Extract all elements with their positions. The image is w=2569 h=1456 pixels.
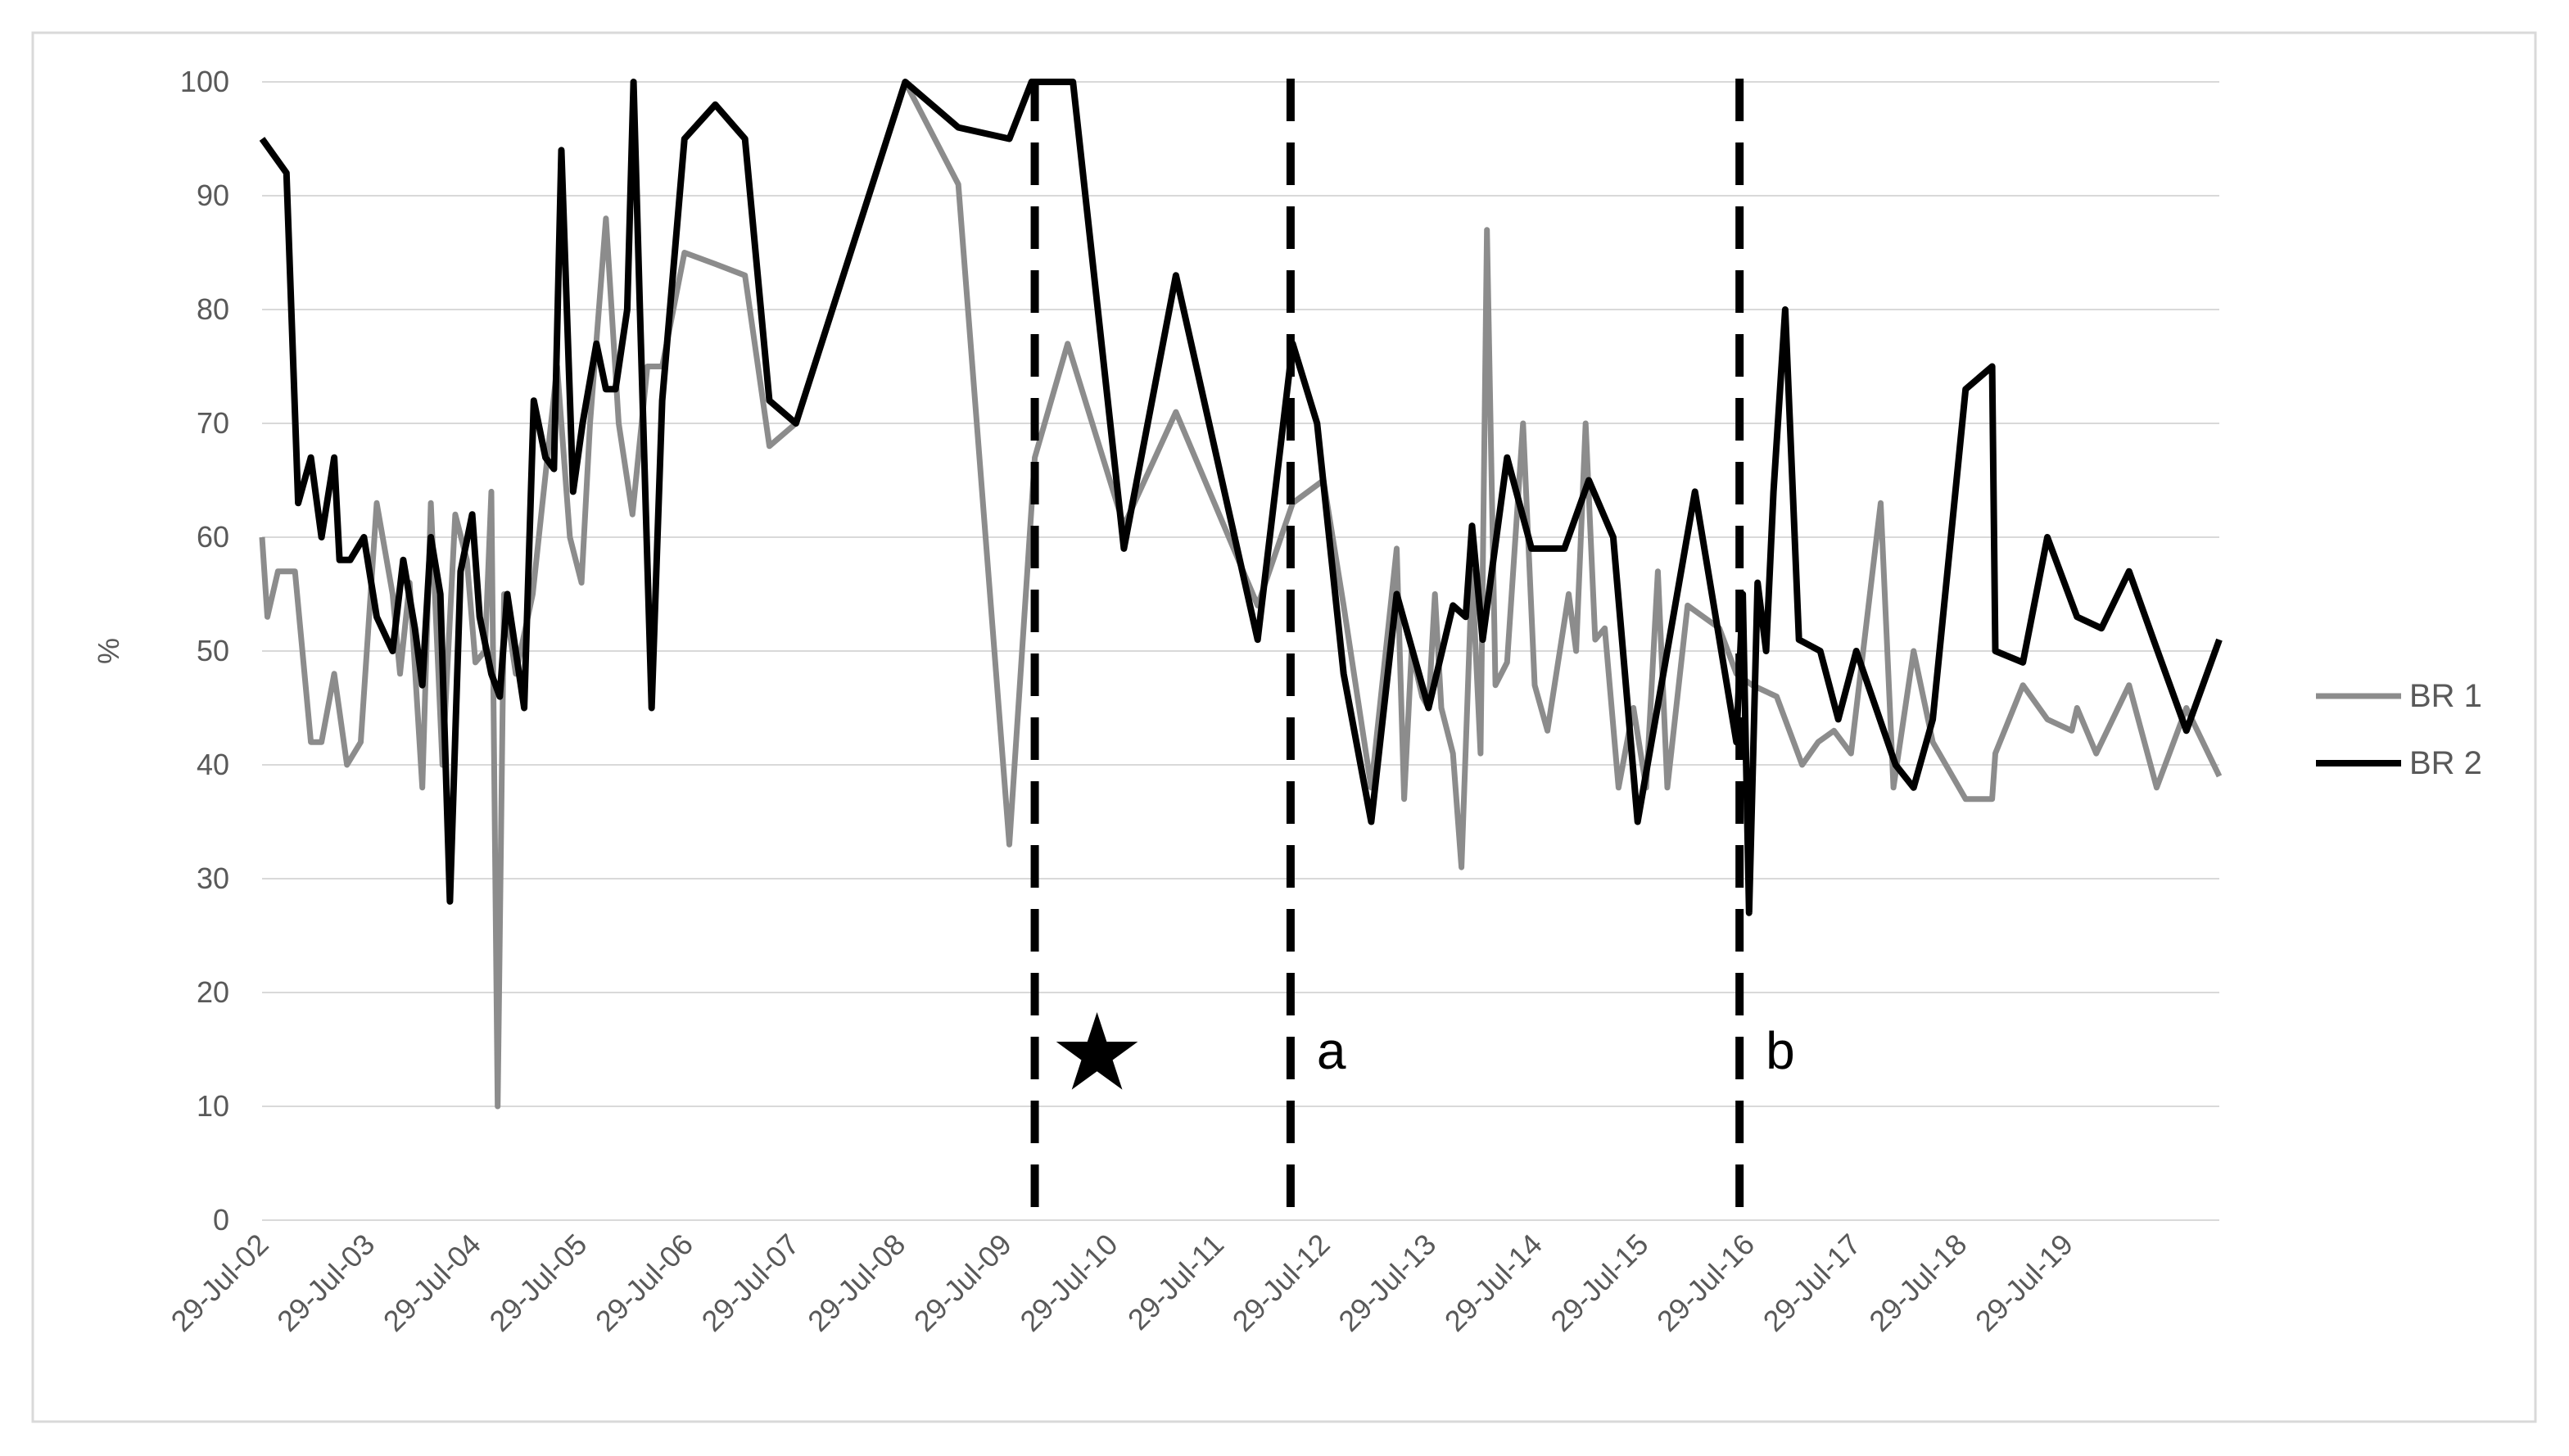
y-tick-label: 90 [197,179,229,212]
event-label: b [1766,1021,1795,1080]
y-tick-label: 50 [197,634,229,667]
chart-frame [31,31,2537,1423]
event-label: ★ [1049,993,1145,1112]
y-tick-label: 70 [197,406,229,440]
legend-label: BR 2 [2409,745,2482,781]
y-tick-label: 0 [213,1203,229,1237]
y-tick-label: 20 [197,975,229,1009]
data-line [259,79,2223,1110]
y-tick-label: 40 [197,748,229,781]
y-tick-label: 100 [180,65,229,98]
legend-label: BR 1 [2409,678,2482,714]
y-tick-label: 10 [197,1089,229,1123]
y-tick-label: 60 [197,520,229,554]
y-tick-label: 80 [197,292,229,326]
y-axis-title: % [92,638,125,664]
y-tick-label: 30 [197,861,229,895]
event-label: a [1317,1021,1346,1080]
